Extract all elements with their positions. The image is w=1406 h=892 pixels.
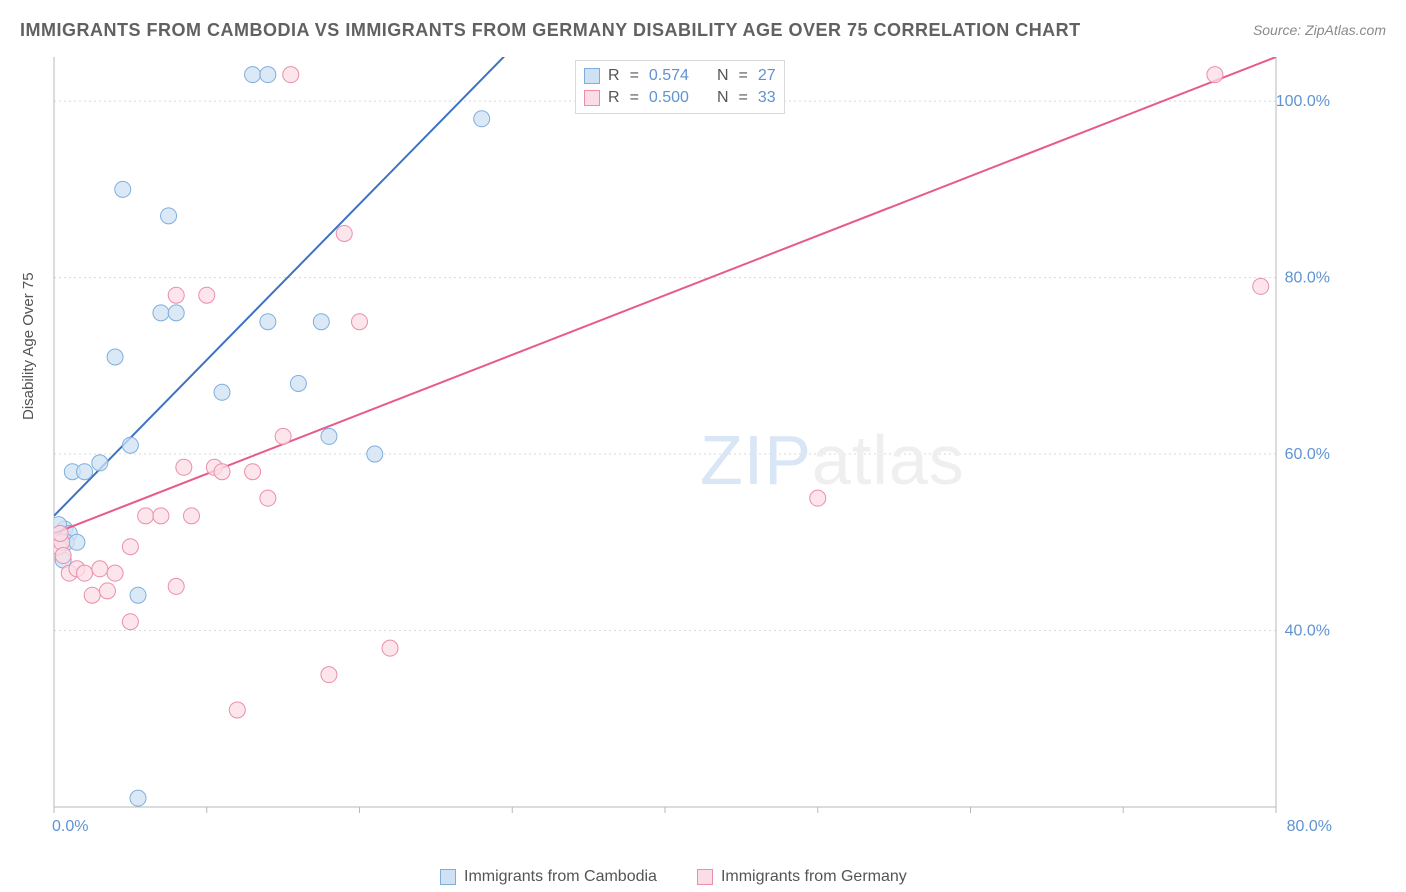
equals-sign: = [630,89,639,107]
legend-item-cambodia: Immigrants from Cambodia [440,868,657,886]
legend-r-value-cambodia: 0.574 [649,67,689,85]
y-axis-label: Disability Age Over 75 [20,272,37,420]
svg-text:80.0%: 80.0% [1287,818,1332,835]
legend-n-label: N [717,67,729,85]
legend-label-cambodia: Immigrants from Cambodia [464,868,657,886]
legend-item-germany: Immigrants from Germany [697,868,907,886]
chart-container: 40.0% 60.0% 80.0% 100.0% 0.0% 80.0% [48,55,1358,845]
legend-n-label: N [717,89,729,107]
legend-swatch-germany-bottom [697,869,713,885]
svg-text:60.0%: 60.0% [1285,446,1330,463]
source-attribution: Source: ZipAtlas.com [1253,22,1386,38]
equals-sign: = [739,67,748,85]
svg-text:0.0%: 0.0% [52,818,88,835]
legend-r-label: R [608,67,620,85]
equals-sign: = [630,67,639,85]
legend-r-label: R [608,89,620,107]
legend-r-value-germany: 0.500 [649,89,689,107]
legend-label-germany: Immigrants from Germany [721,868,907,886]
chart-title: IMMIGRANTS FROM CAMBODIA VS IMMIGRANTS F… [20,20,1081,41]
correlation-legend: R = 0.574 N = 27 R = 0.500 N = 33 [575,60,785,114]
scatter-chart: 40.0% 60.0% 80.0% 100.0% 0.0% 80.0% [48,55,1358,845]
legend-swatch-cambodia-bottom [440,869,456,885]
svg-text:100.0%: 100.0% [1276,93,1330,110]
legend-row-germany: R = 0.500 N = 33 [584,87,776,109]
legend-row-cambodia: R = 0.574 N = 27 [584,65,776,87]
svg-text:40.0%: 40.0% [1285,623,1330,640]
series-legend: Immigrants from Cambodia Immigrants from… [440,868,907,886]
legend-swatch-germany [584,90,600,106]
legend-n-value-germany: 33 [758,89,776,107]
legend-n-value-cambodia: 27 [758,67,776,85]
legend-swatch-cambodia [584,68,600,84]
svg-text:80.0%: 80.0% [1285,270,1330,287]
equals-sign: = [739,89,748,107]
